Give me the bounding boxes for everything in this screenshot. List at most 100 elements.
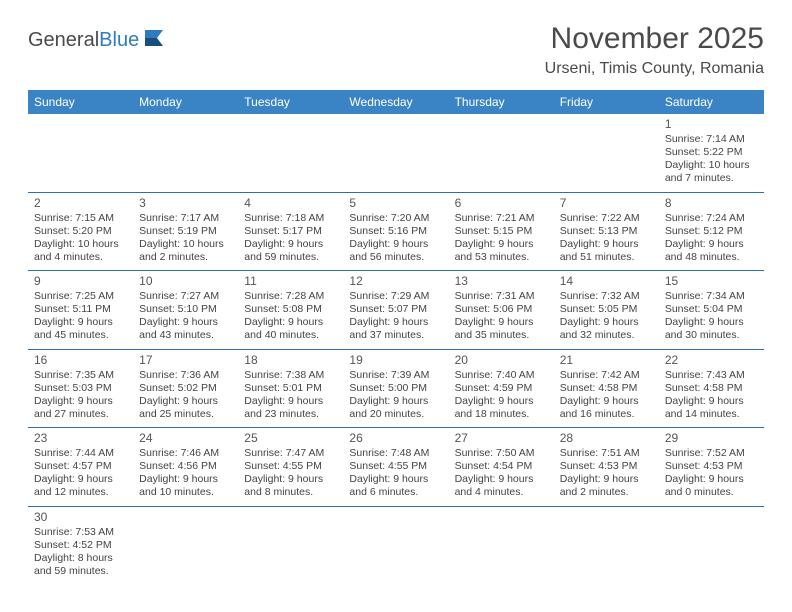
day-data: Sunrise: 7:14 AMSunset: 5:22 PMDaylight:… [665, 133, 758, 186]
dayname-header: Sunday [28, 90, 133, 114]
calendar-cell: 5 Sunrise: 7:20 AMSunset: 5:16 PMDaylight… [343, 192, 448, 271]
dayname-header: Wednesday [343, 90, 448, 114]
day-data: Sunrise: 7:22 AMSunset: 5:13 PMDaylight:… [560, 212, 653, 265]
day-data: Sunrise: 7:36 AMSunset: 5:02 PMDaylight:… [139, 369, 232, 422]
day-number: 19 [349, 353, 442, 367]
calendar-cell: 22 Sunrise: 7:43 AMSunset: 4:58 PMDayligh… [659, 349, 764, 428]
day-data: Sunrise: 7:27 AMSunset: 5:10 PMDaylight:… [139, 290, 232, 343]
calendar-cell: 30Sunrise: 7:53 AMSunset: 4:52 PMDayligh… [28, 506, 133, 584]
calendar-cell: 17 Sunrise: 7:36 AMSunset: 5:02 PMDayligh… [133, 349, 238, 428]
day-number: 15 [665, 274, 758, 288]
day-number: 6 [455, 196, 548, 210]
day-data: Sunrise: 7:18 AMSunset: 5:17 PMDaylight:… [244, 212, 337, 265]
day-data: Sunrise: 7:43 AMSunset: 4:58 PMDaylight:… [665, 369, 758, 422]
day-data: Sunrise: 7:40 AMSunset: 4:59 PMDaylight:… [455, 369, 548, 422]
dayname-header: Saturday [659, 90, 764, 114]
day-number: 9 [34, 274, 127, 288]
day-number: 4 [244, 196, 337, 210]
day-data: Sunrise: 7:24 AMSunset: 5:12 PMDaylight:… [665, 212, 758, 265]
logo: GeneralBlue [28, 28, 169, 53]
calendar-cell: 13Sunrise: 7:31 AMSunset: 5:06 PMDayligh… [449, 271, 554, 350]
logo-text-part2: Blue [99, 29, 139, 51]
day-data: Sunrise: 7:39 AMSunset: 5:00 PMDaylight:… [349, 369, 442, 422]
dayname-header: Monday [133, 90, 238, 114]
day-data: Sunrise: 7:32 AMSunset: 5:05 PMDaylight:… [560, 290, 653, 343]
day-data: Sunrise: 7:15 AMSunset: 5:20 PMDaylight:… [34, 212, 127, 265]
calendar-cell: 2 Sunrise: 7:15 AMSunset: 5:20 PMDaylight… [28, 192, 133, 271]
logo-text-part1: General [28, 29, 99, 51]
day-number: 2 [34, 196, 127, 210]
day-number: 5 [349, 196, 442, 210]
day-number: 27 [455, 431, 548, 445]
calendar-cell: 14 Sunrise: 7:32 AMSunset: 5:05 PMDayligh… [554, 271, 659, 350]
day-data: Sunrise: 7:48 AMSunset: 4:55 PMDaylight:… [349, 447, 442, 500]
day-data: Sunrise: 7:25 AMSunset: 5:11 PMDaylight:… [34, 290, 127, 343]
day-number: 21 [560, 353, 653, 367]
day-data: Sunrise: 7:47 AMSunset: 4:55 PMDaylight:… [244, 447, 337, 500]
calendar-cell: 8 Sunrise: 7:24 AMSunset: 5:12 PMDaylight… [659, 192, 764, 271]
day-data: Sunrise: 7:20 AMSunset: 5:16 PMDaylight:… [349, 212, 442, 265]
calendar-cell: 4 Sunrise: 7:18 AMSunset: 5:17 PMDaylight… [238, 192, 343, 271]
day-data: Sunrise: 7:35 AMSunset: 5:03 PMDaylight:… [34, 369, 127, 422]
day-number: 7 [560, 196, 653, 210]
day-number: 28 [560, 431, 653, 445]
calendar-cell: 10 Sunrise: 7:27 AMSunset: 5:10 PMDayligh… [133, 271, 238, 350]
day-number: 10 [139, 274, 232, 288]
day-data: Sunrise: 7:50 AMSunset: 4:54 PMDaylight:… [455, 447, 548, 500]
calendar-cell [133, 506, 238, 584]
calendar-cell: 26 Sunrise: 7:48 AMSunset: 4:55 PMDayligh… [343, 428, 448, 507]
header: GeneralBlue November 2025 Urseni, Timis … [28, 22, 764, 78]
day-number: 12 [349, 274, 442, 288]
day-number: 1 [665, 117, 758, 131]
day-data: Sunrise: 7:21 AMSunset: 5:15 PMDaylight:… [455, 212, 548, 265]
calendar-cell [238, 506, 343, 584]
calendar-cell: 3Sunrise: 7:17 AMSunset: 5:19 PMDaylight… [133, 192, 238, 271]
calendar-cell [449, 114, 554, 192]
calendar-cell: 1 Sunrise: 7:14 AMSunset: 5:22 PMDaylight… [659, 114, 764, 192]
day-data: Sunrise: 7:51 AMSunset: 4:53 PMDaylight:… [560, 447, 653, 500]
calendar-body: 1 Sunrise: 7:14 AMSunset: 5:22 PMDaylight… [28, 114, 764, 584]
calendar-cell: 15 Sunrise: 7:34 AMSunset: 5:04 PMDayligh… [659, 271, 764, 350]
day-number: 8 [665, 196, 758, 210]
day-number: 13 [455, 274, 548, 288]
flag-icon [143, 28, 169, 53]
calendar-cell: 12Sunrise: 7:29 AMSunset: 5:07 PMDayligh… [343, 271, 448, 350]
day-data: Sunrise: 7:46 AMSunset: 4:56 PMDaylight:… [139, 447, 232, 500]
day-data: Sunrise: 7:34 AMSunset: 5:04 PMDaylight:… [665, 290, 758, 343]
day-number: 11 [244, 274, 337, 288]
calendar-cell [554, 114, 659, 192]
day-number: 23 [34, 431, 127, 445]
calendar-cell [659, 506, 764, 584]
calendar-cell: 19 Sunrise: 7:39 AMSunset: 5:00 PMDayligh… [343, 349, 448, 428]
calendar-cell: 9 Sunrise: 7:25 AMSunset: 5:11 PMDaylight… [28, 271, 133, 350]
day-data: Sunrise: 7:38 AMSunset: 5:01 PMDaylight:… [244, 369, 337, 422]
calendar-cell [133, 114, 238, 192]
calendar-cell: 28 Sunrise: 7:51 AMSunset: 4:53 PMDayligh… [554, 428, 659, 507]
calendar-cell [28, 114, 133, 192]
calendar-cell: 23 Sunrise: 7:44 AMSunset: 4:57 PMDayligh… [28, 428, 133, 507]
day-data: Sunrise: 7:42 AMSunset: 4:58 PMDaylight:… [560, 369, 653, 422]
calendar-cell [238, 114, 343, 192]
logo-text: GeneralBlue [28, 29, 139, 52]
day-number: 22 [665, 353, 758, 367]
location: Urseni, Timis County, Romania [545, 60, 764, 78]
day-data: Sunrise: 7:52 AMSunset: 4:53 PMDaylight:… [665, 447, 758, 500]
calendar-cell [343, 506, 448, 584]
calendar-cell: 7 Sunrise: 7:22 AMSunset: 5:13 PMDaylight… [554, 192, 659, 271]
day-number: 16 [34, 353, 127, 367]
day-number: 14 [560, 274, 653, 288]
calendar-cell: 29Sunrise: 7:52 AMSunset: 4:53 PMDayligh… [659, 428, 764, 507]
calendar-header: SundayMondayTuesdayWednesdayThursdayFrid… [28, 90, 764, 114]
day-number: 17 [139, 353, 232, 367]
calendar-cell: 16 Sunrise: 7:35 AMSunset: 5:03 PMDayligh… [28, 349, 133, 428]
day-data: Sunrise: 7:44 AMSunset: 4:57 PMDaylight:… [34, 447, 127, 500]
calendar-table: SundayMondayTuesdayWednesdayThursdayFrid… [28, 90, 764, 584]
calendar-cell [554, 506, 659, 584]
calendar-cell [343, 114, 448, 192]
calendar-cell: 20 Sunrise: 7:40 AMSunset: 4:59 PMDayligh… [449, 349, 554, 428]
day-number: 26 [349, 431, 442, 445]
day-number: 30 [34, 510, 127, 524]
calendar-cell: 25Sunrise: 7:47 AMSunset: 4:55 PMDayligh… [238, 428, 343, 507]
day-number: 20 [455, 353, 548, 367]
day-number: 24 [139, 431, 232, 445]
